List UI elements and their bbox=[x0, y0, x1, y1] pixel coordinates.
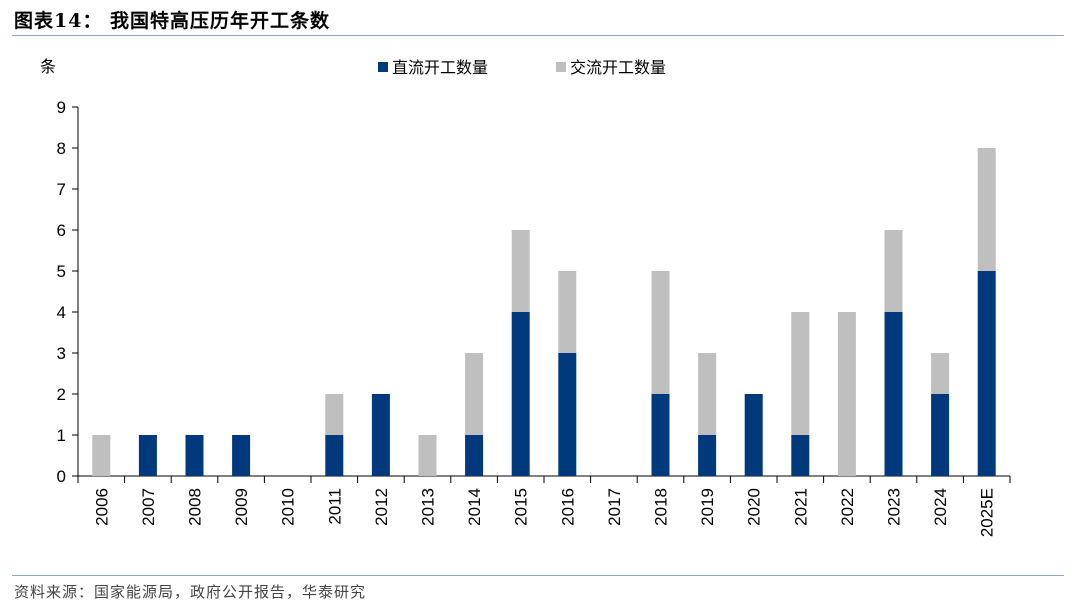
legend-label-ac: 交流开工数量 bbox=[570, 58, 666, 77]
y-tick-label: 5 bbox=[57, 262, 66, 281]
y-tick-label: 9 bbox=[57, 98, 66, 117]
legend: 直流开工数量 交流开工数量 bbox=[378, 58, 666, 77]
bar-dc bbox=[977, 271, 996, 476]
x-tick-label: 2022 bbox=[838, 488, 857, 526]
bar-dc bbox=[325, 435, 344, 476]
bar-ac bbox=[511, 230, 530, 312]
y-tick-label: 6 bbox=[57, 221, 66, 240]
bar-dc bbox=[511, 312, 530, 476]
y-axis: 0 1 2 3 4 5 6 7 8 9 bbox=[57, 98, 79, 486]
x-tick-label: 2018 bbox=[652, 488, 671, 526]
source-divider bbox=[12, 575, 1064, 576]
y-tick-label: 2 bbox=[57, 385, 66, 404]
x-tick-label: 2021 bbox=[791, 488, 810, 526]
x-tick-label: 2023 bbox=[885, 488, 904, 526]
bar-ac bbox=[651, 271, 670, 394]
bar-ac bbox=[92, 435, 111, 476]
bar-dc bbox=[138, 435, 157, 476]
bar-ac bbox=[418, 435, 437, 476]
bar-ac bbox=[325, 394, 344, 435]
x-tick-label: 2012 bbox=[372, 488, 391, 526]
bar-dc bbox=[791, 435, 810, 476]
bar-ac bbox=[791, 312, 810, 435]
bar-dc bbox=[884, 312, 903, 476]
bar-ac bbox=[558, 271, 577, 353]
y-tick-label: 0 bbox=[57, 467, 66, 486]
legend-swatch-ac bbox=[556, 62, 566, 72]
x-tick-label: 2020 bbox=[745, 488, 764, 526]
bar-ac bbox=[465, 353, 484, 435]
y-tick-label: 8 bbox=[57, 139, 66, 158]
bar-dc bbox=[185, 435, 204, 476]
bar-dc bbox=[744, 394, 763, 476]
y-tick-label: 1 bbox=[57, 426, 66, 445]
bar-dc bbox=[465, 435, 484, 476]
x-tick-label: 2009 bbox=[232, 488, 251, 526]
bar-dc bbox=[698, 435, 717, 476]
x-tick-label: 2017 bbox=[605, 488, 624, 526]
bar-dc bbox=[558, 353, 577, 476]
bar-ac bbox=[931, 353, 950, 394]
y-tick-label: 3 bbox=[57, 344, 66, 363]
bar-ac bbox=[837, 312, 856, 476]
x-axis: 2006 2007 2008 2009 2010 2011 2012 2013 2014 2015… bbox=[77, 475, 1011, 537]
x-tick-label: 2015 bbox=[512, 488, 531, 526]
bar-ac bbox=[977, 148, 996, 271]
title-divider bbox=[12, 35, 1064, 36]
x-tick-label: 2011 bbox=[325, 488, 344, 525]
x-tick-label: 2008 bbox=[186, 488, 205, 526]
bar-ac bbox=[698, 353, 717, 435]
x-tick-label: 2025E bbox=[978, 488, 997, 537]
legend-label-dc: 直流开工数量 bbox=[392, 58, 488, 77]
source-note: 资料来源：国家能源局，政府公开报告，华泰研究 bbox=[14, 583, 367, 601]
x-tick-label: 2013 bbox=[419, 488, 438, 526]
bar-dc bbox=[651, 394, 670, 476]
x-tick-label: 2016 bbox=[558, 488, 577, 526]
y-axis-unit-label: 条 bbox=[40, 57, 56, 76]
bar-dc bbox=[232, 435, 251, 476]
x-tick-label: 2010 bbox=[279, 488, 298, 526]
chart-title: 图表14： 我国特高压历年开工条数 bbox=[14, 10, 331, 32]
bar-ac bbox=[884, 230, 903, 312]
x-tick-label: 2019 bbox=[698, 488, 717, 526]
x-tick-label: 2006 bbox=[92, 488, 111, 526]
bar-dc bbox=[371, 394, 390, 476]
x-tick-label: 2014 bbox=[465, 488, 484, 526]
legend-swatch-dc bbox=[378, 62, 388, 72]
x-tick-label: 2024 bbox=[931, 488, 950, 526]
bar-dc bbox=[931, 394, 950, 476]
y-tick-label: 7 bbox=[57, 180, 66, 199]
bar-series bbox=[92, 148, 996, 476]
y-tick-label: 4 bbox=[57, 303, 66, 322]
x-tick-label: 2007 bbox=[139, 488, 158, 526]
